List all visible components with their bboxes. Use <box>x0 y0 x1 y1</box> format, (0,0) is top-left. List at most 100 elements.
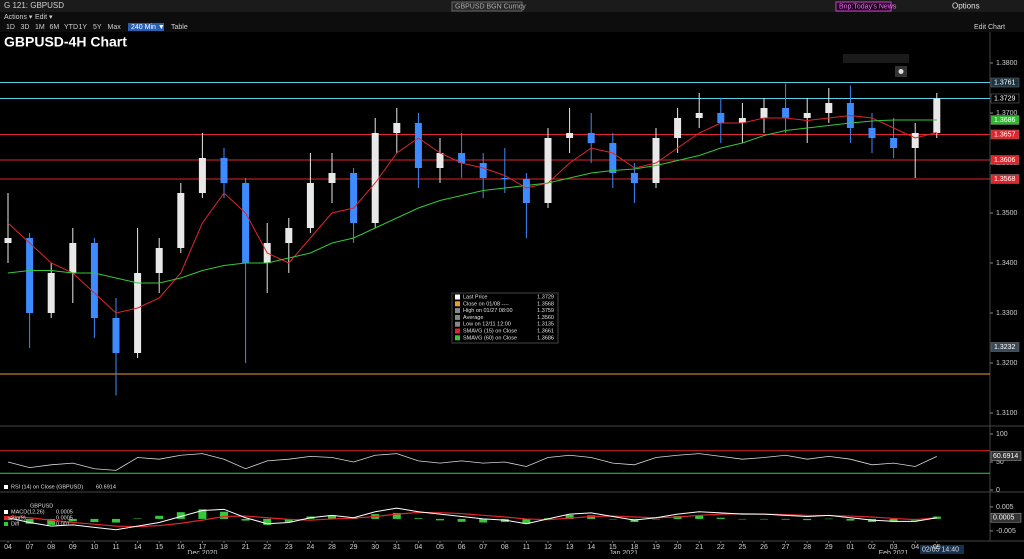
candle-body <box>522 179 530 203</box>
price-tag-label: 1.3729 <box>994 95 1016 102</box>
diff-bar <box>176 512 185 519</box>
macd-legend-value: 0.001 <box>56 521 70 527</box>
x-tick-label: 04 <box>4 544 12 551</box>
diff-bar <box>565 514 574 519</box>
range-button[interactable]: 1Y <box>79 24 88 31</box>
edit-chart-button[interactable]: Edit Chart <box>974 24 1005 31</box>
range-button[interactable]: 1M <box>35 24 45 31</box>
legend-swatch <box>4 516 8 520</box>
diff-bar <box>846 518 855 521</box>
range-bar <box>0 22 1024 32</box>
candle-body <box>674 118 682 138</box>
x-tick-label: 29 <box>825 544 833 551</box>
candle-body <box>198 158 206 193</box>
candle-body <box>242 183 250 263</box>
x-tick-label: 18 <box>220 544 228 551</box>
range-button[interactable]: Max <box>108 24 122 31</box>
x-tick-label: 29 <box>350 544 358 551</box>
x-tick-label: 27 <box>782 544 790 551</box>
diff-bar <box>25 518 34 524</box>
x-tick-label: 11 <box>112 544 119 551</box>
candle-body <box>825 103 833 113</box>
candle-body <box>738 118 746 123</box>
diff-bar <box>112 518 120 523</box>
rsi-line <box>7 453 937 471</box>
candle-body <box>695 113 703 118</box>
diff-bar <box>263 518 272 525</box>
y-tick-label: 0.005 <box>996 504 1014 511</box>
macd-legend-label: Sig(9) <box>11 515 26 521</box>
candle-body <box>47 273 55 313</box>
x-tick-label: 10 <box>91 544 99 551</box>
x-tick-label: 06 <box>458 544 466 551</box>
diff-bar <box>889 518 898 522</box>
legend-value: 1.3759 <box>537 308 554 314</box>
menu-bar <box>0 12 1024 22</box>
legend-swatch <box>4 510 8 514</box>
x-tick-label: 08 <box>501 544 509 551</box>
x-tick-label: 28 <box>803 544 811 551</box>
x-tick-label: 15 <box>609 544 617 551</box>
x-tick-label: 09 <box>69 544 77 551</box>
candle-body <box>414 123 422 168</box>
diff-bar <box>738 518 747 520</box>
candle-body <box>328 173 336 183</box>
signal-line <box>7 511 937 528</box>
x-tick-label: 30 <box>371 544 379 551</box>
ticker-input[interactable] <box>451 1 523 12</box>
month-label: Jan 2021 <box>609 550 638 554</box>
candle-body <box>155 248 163 273</box>
legend-box <box>451 292 559 344</box>
legend-swatch <box>455 321 460 327</box>
legend-swatch <box>455 314 460 320</box>
y-tick-label: 1.3100 <box>996 410 1018 417</box>
candle-body <box>782 108 790 118</box>
macd-legend-value: 0.0005 <box>56 509 73 515</box>
candle-body <box>868 128 876 138</box>
y-tick-label: 100 <box>996 431 1008 438</box>
legend-value: 1.3560 <box>537 315 554 321</box>
rsi-legend-value: 60.6914 <box>96 484 116 490</box>
price-tag <box>990 174 1020 184</box>
diff-bar <box>608 518 617 520</box>
moving-average <box>7 114 937 314</box>
actions-menu[interactable]: Actions ▾ <box>4 14 33 21</box>
x-tick-label: 01 <box>847 544 855 551</box>
x-tick-label: 03 <box>890 544 898 551</box>
diff-bar <box>760 518 768 520</box>
macd-legend-value: 0.0005 <box>56 515 73 521</box>
candle-body <box>285 228 293 243</box>
table-button[interactable]: Table <box>171 24 188 31</box>
news-text: Bnp:Today's News <box>839 3 897 10</box>
tool-strip[interactable] <box>843 54 909 63</box>
range-button[interactable]: 1D <box>6 24 15 31</box>
range-button[interactable]: 6M <box>50 24 60 31</box>
options-menu[interactable]: Options <box>952 2 980 11</box>
candle-body <box>630 173 638 183</box>
interval-button[interactable]: 240 Min ▼ <box>131 24 165 31</box>
legend-label: Average <box>463 315 483 321</box>
legend-swatch <box>455 328 460 334</box>
interval-selected[interactable] <box>128 23 164 31</box>
candle-body <box>306 183 314 228</box>
x-tick-label: 13 <box>566 544 574 551</box>
y-tick-label: -0.005 <box>996 528 1016 535</box>
price-tag <box>990 93 1020 104</box>
candle-body <box>436 153 444 168</box>
moving-average <box>7 119 937 284</box>
x-tick-label: 17 <box>199 544 207 551</box>
range-button[interactable]: YTD <box>64 24 78 31</box>
legend-value: 1.3661 <box>537 328 554 334</box>
range-button[interactable]: 5Y <box>93 24 102 31</box>
edit-menu[interactable]: Edit ▾ <box>35 14 53 21</box>
x-tick-label: 21 <box>242 544 250 551</box>
price-tag <box>990 77 1020 88</box>
range-button[interactable]: 3D <box>21 24 30 31</box>
legend-swatch <box>4 485 8 489</box>
news-box[interactable] <box>835 1 892 12</box>
legend-swatch <box>455 308 460 314</box>
candle-body <box>933 98 941 133</box>
x-tick-label: 04 <box>911 544 919 551</box>
x-tick-label: 07 <box>479 544 487 551</box>
x-tick-label: 05 <box>933 544 941 551</box>
